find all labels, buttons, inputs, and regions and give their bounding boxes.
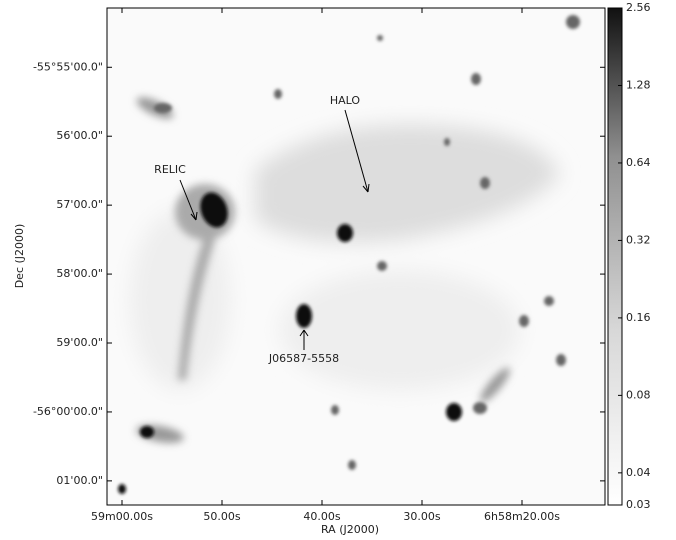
colorbar-tick-label: 0.04 <box>626 466 651 479</box>
arrows <box>179 109 370 350</box>
y-tick-label: 57'00.0" <box>56 198 103 211</box>
colorbar-tick-label: 0.16 <box>626 311 651 324</box>
colorbar-tick-label: 0.64 <box>626 156 651 169</box>
y-tick-label: -56°00'00.0" <box>33 405 103 418</box>
y-tick-label: 56'00.0" <box>56 129 103 142</box>
y-tick-label: 59'00.0" <box>56 336 103 349</box>
x-tick-label: 50.00s <box>203 510 240 523</box>
colorbar-tick-label: 0.32 <box>626 233 651 246</box>
colorbar-tick-label: 0.03 <box>626 498 651 511</box>
x-tick-label: 40.00s <box>303 510 340 523</box>
x-tick-label: 6h58m20.00s <box>484 510 560 523</box>
sky-image <box>107 8 605 505</box>
colorbar-tick-label: 0.08 <box>626 388 651 401</box>
annotation: HALO <box>330 94 361 107</box>
y-tick-label: 58'00.0" <box>56 267 103 280</box>
annotation: J06587-5558 <box>268 352 339 365</box>
y-axis-label: Dec (J2000) <box>13 224 26 289</box>
annotation: RELIC <box>154 163 186 176</box>
colorbar <box>607 7 623 506</box>
y-tick-label: -55°55'00.0" <box>33 60 103 73</box>
y-tick-label: 01'00.0" <box>56 474 103 487</box>
colorbar-tick-label: 2.56 <box>626 1 651 14</box>
x-tick-label: 30.00s <box>403 510 440 523</box>
colorbar-tick-label: 1.28 <box>626 78 651 91</box>
plot-frame <box>106 7 606 506</box>
x-axis-label: RA (J2000) <box>321 523 379 536</box>
x-tick-label: 59m00.00s <box>91 510 153 523</box>
